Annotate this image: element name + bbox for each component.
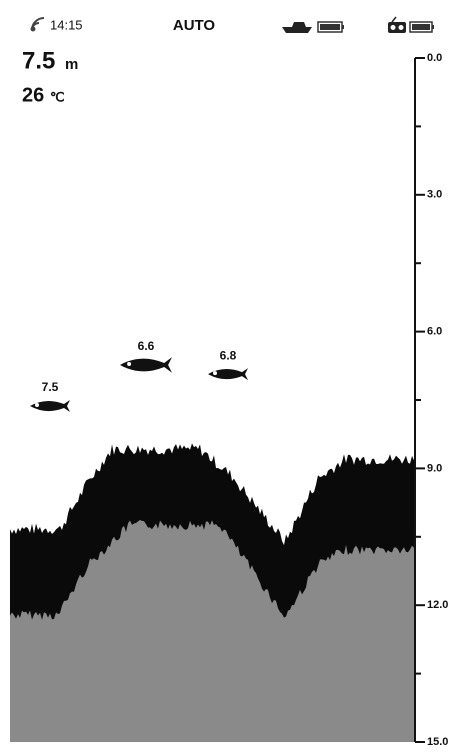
tick-label: 3.0 (427, 189, 442, 201)
tick-label: 0.0 (427, 52, 442, 64)
mode: AUTO (173, 17, 216, 34)
depth-unit: m (65, 56, 78, 73)
tick-label: 6.0 (427, 326, 442, 338)
tick-label: 12.0 (427, 599, 448, 611)
tick-label: 15.0 (427, 736, 448, 748)
fish-depth-label: 7.5 (42, 380, 59, 394)
bottom-ground (10, 520, 415, 742)
sonar-battery-icon (388, 16, 434, 33)
tick-label: 9.0 (427, 462, 442, 474)
fish-eye (35, 403, 39, 407)
fish-body (208, 368, 248, 381)
fish-icon (30, 400, 70, 412)
fish-depth-label: 6.6 (138, 339, 155, 353)
temperature-reading: 26 (22, 84, 44, 106)
fish-icon (120, 357, 172, 373)
depth-reading: 7.5 (22, 47, 55, 74)
signal-icon (30, 17, 45, 32)
time: 14:15 (50, 17, 83, 32)
boat-battery-icon (282, 21, 344, 33)
fish-depth-label: 6.8 (220, 348, 237, 362)
fish-body (120, 357, 172, 373)
fish-icon (208, 368, 248, 381)
fish-body (30, 400, 70, 412)
fish-eye (127, 361, 132, 366)
temperature-unit: ℃ (50, 89, 65, 104)
bottom-echo (10, 443, 414, 620)
fish-eye (213, 371, 217, 376)
